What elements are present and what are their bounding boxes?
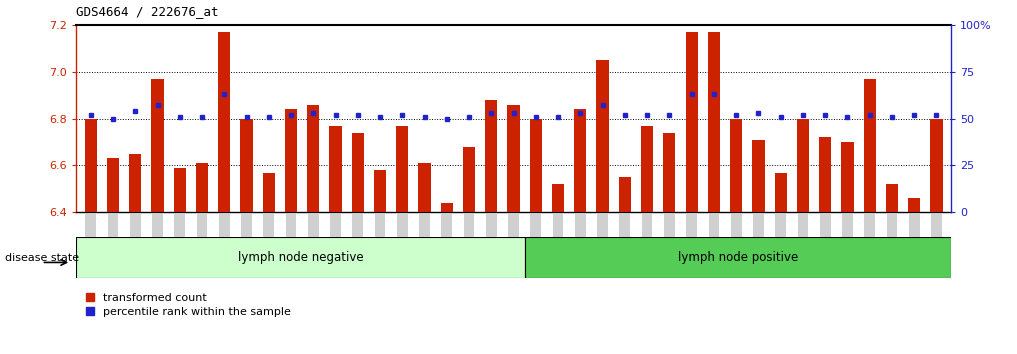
Bar [262, 172, 275, 212]
Bar [530, 119, 542, 212]
Bar [597, 60, 609, 212]
Bar [708, 32, 720, 212]
Bar [841, 142, 853, 212]
Bar [174, 168, 186, 212]
FancyBboxPatch shape [931, 214, 942, 260]
Bar [107, 159, 119, 212]
FancyBboxPatch shape [219, 214, 230, 260]
FancyBboxPatch shape [108, 214, 118, 260]
Bar [796, 119, 809, 212]
FancyBboxPatch shape [597, 214, 608, 260]
Bar [374, 170, 386, 212]
FancyBboxPatch shape [196, 214, 207, 260]
Bar [552, 184, 564, 212]
Bar [418, 163, 430, 212]
Bar [307, 104, 319, 212]
Bar [663, 133, 675, 212]
Bar [463, 147, 475, 212]
FancyBboxPatch shape [731, 214, 741, 260]
FancyBboxPatch shape [775, 214, 786, 260]
FancyBboxPatch shape [130, 214, 140, 260]
Bar [129, 154, 141, 212]
FancyBboxPatch shape [797, 214, 809, 260]
FancyBboxPatch shape [374, 214, 385, 260]
FancyBboxPatch shape [709, 214, 719, 260]
Bar [886, 184, 898, 212]
FancyBboxPatch shape [486, 214, 496, 260]
Text: lymph node positive: lymph node positive [677, 251, 798, 264]
Bar [931, 119, 943, 212]
Bar [863, 79, 876, 212]
Bar [152, 79, 164, 212]
FancyBboxPatch shape [441, 214, 453, 260]
Bar [575, 109, 587, 212]
Bar [641, 126, 653, 212]
Bar [507, 104, 520, 212]
FancyBboxPatch shape [397, 214, 408, 260]
Bar [196, 163, 208, 212]
FancyBboxPatch shape [864, 214, 875, 260]
Bar [84, 119, 97, 212]
Bar [440, 203, 453, 212]
FancyBboxPatch shape [531, 214, 541, 260]
FancyBboxPatch shape [820, 214, 831, 260]
Bar [76, 237, 525, 278]
Text: disease state: disease state [5, 252, 79, 263]
Bar [240, 119, 252, 212]
FancyBboxPatch shape [842, 214, 853, 260]
FancyBboxPatch shape [552, 214, 563, 260]
Bar [753, 140, 765, 212]
FancyBboxPatch shape [508, 214, 519, 260]
FancyBboxPatch shape [308, 214, 318, 260]
Bar [352, 133, 364, 212]
Bar [285, 109, 297, 212]
FancyBboxPatch shape [85, 214, 97, 260]
Legend: transformed count, percentile rank within the sample: transformed count, percentile rank withi… [81, 289, 295, 321]
FancyBboxPatch shape [887, 214, 897, 260]
Bar [485, 100, 497, 212]
Bar [618, 177, 631, 212]
Bar [219, 32, 231, 212]
Text: lymph node negative: lymph node negative [238, 251, 363, 264]
FancyBboxPatch shape [464, 214, 475, 260]
FancyBboxPatch shape [664, 214, 674, 260]
FancyBboxPatch shape [331, 214, 341, 260]
FancyBboxPatch shape [909, 214, 919, 260]
Bar [685, 32, 698, 212]
Bar [775, 172, 787, 212]
FancyBboxPatch shape [753, 214, 764, 260]
FancyBboxPatch shape [419, 214, 430, 260]
Text: GDS4664 / 222676_at: GDS4664 / 222676_at [76, 5, 219, 18]
FancyBboxPatch shape [241, 214, 252, 260]
FancyBboxPatch shape [642, 214, 653, 260]
FancyBboxPatch shape [263, 214, 275, 260]
Bar [330, 126, 342, 212]
Bar [730, 119, 742, 212]
FancyBboxPatch shape [353, 214, 363, 260]
FancyBboxPatch shape [174, 214, 185, 260]
Bar [908, 198, 920, 212]
Bar [819, 137, 831, 212]
FancyBboxPatch shape [619, 214, 631, 260]
FancyBboxPatch shape [686, 214, 697, 260]
FancyBboxPatch shape [575, 214, 586, 260]
Bar [525, 237, 951, 278]
FancyBboxPatch shape [286, 214, 296, 260]
FancyBboxPatch shape [153, 214, 163, 260]
Bar [397, 126, 409, 212]
